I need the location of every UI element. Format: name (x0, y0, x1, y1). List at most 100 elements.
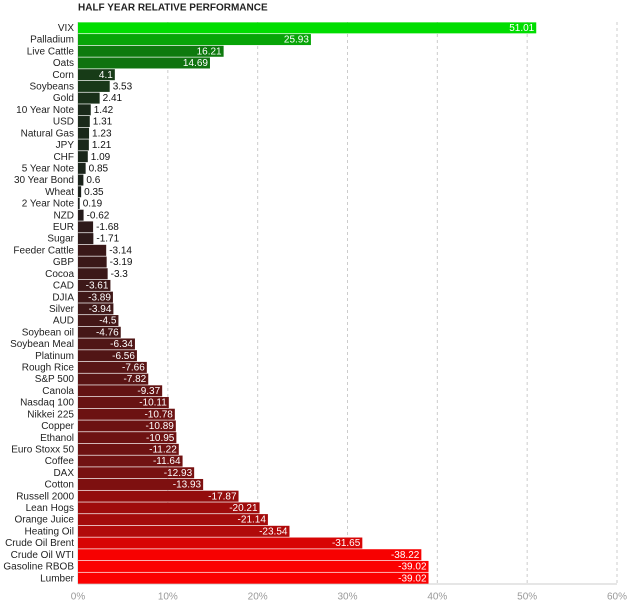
bar (78, 572, 429, 584)
value-label: 16.21 (197, 46, 222, 57)
y-tick-label: Russell 2000 (16, 491, 74, 502)
y-tick-label: Coffee (45, 456, 75, 467)
bar (78, 244, 107, 256)
value-label: -10.95 (146, 433, 175, 444)
bar (78, 80, 110, 92)
value-label: -38.22 (391, 550, 420, 561)
y-tick-label: Ethanol (40, 433, 74, 444)
y-tick-label: Cocoa (45, 269, 74, 280)
value-label: 3.53 (113, 82, 133, 93)
bar (78, 69, 115, 81)
y-tick-label: S&P 500 (35, 374, 75, 385)
bar (78, 57, 210, 69)
bar (78, 478, 204, 490)
value-label: -12.93 (164, 468, 193, 479)
bar (78, 104, 91, 116)
value-label: -10.89 (145, 421, 174, 432)
value-label: 0.6 (86, 175, 100, 186)
value-label: -6.56 (112, 351, 135, 362)
y-tick-label: Platinum (35, 351, 74, 362)
bar (78, 326, 121, 338)
x-tick-label: 10% (158, 592, 178, 603)
value-label: 4.1 (99, 70, 113, 81)
y-tick-label: 5 Year Note (22, 163, 75, 174)
y-tick-label: GBP (53, 257, 74, 268)
y-tick-label: Palladium (30, 35, 74, 46)
value-label: 51.01 (509, 23, 534, 34)
value-label: -1.68 (96, 222, 119, 233)
y-tick-label: 30 Year Bond (14, 175, 74, 186)
value-label: -11.64 (153, 456, 181, 467)
value-label: -7.82 (123, 374, 146, 385)
bar (78, 432, 177, 444)
bar (78, 350, 137, 362)
y-tick-label: Euro Stoxx 50 (11, 444, 74, 455)
value-label: -39.02 (398, 573, 427, 584)
bar (78, 186, 82, 198)
bar (78, 22, 537, 34)
value-label: -9.37 (137, 386, 160, 397)
value-label: 1.21 (92, 140, 112, 151)
bar (78, 127, 90, 139)
value-label: -3.94 (89, 304, 112, 315)
y-tick-label: Gold (53, 93, 74, 104)
x-tick-label: 20% (248, 592, 268, 603)
value-label: -23.54 (259, 526, 288, 537)
x-tick-label: 40% (427, 592, 447, 603)
bar (78, 45, 224, 57)
y-tick-label: CHF (53, 152, 74, 163)
bar (78, 455, 183, 467)
y-tick-label: Silver (49, 304, 75, 315)
y-tick-label: Rough Rice (22, 363, 75, 374)
bar (78, 221, 94, 233)
y-tick-label: NZD (53, 210, 74, 221)
bar (78, 256, 107, 268)
bar (78, 291, 113, 303)
bar (78, 197, 80, 209)
value-label: -3.3 (111, 269, 129, 280)
y-tick-label: Crude Oil Brent (5, 538, 74, 549)
value-label: -4.5 (99, 316, 117, 327)
bar (78, 315, 119, 327)
y-tick-label: Cotton (45, 480, 74, 491)
x-tick-label: 30% (337, 592, 357, 603)
y-tick-label: JPY (56, 140, 75, 151)
bar (78, 116, 90, 128)
y-tick-label: Nikkei 225 (27, 409, 74, 420)
y-tick-label: DJIA (52, 292, 74, 303)
y-tick-label: Copper (41, 421, 74, 432)
y-tick-label: AUD (53, 316, 74, 327)
value-label: -17.87 (208, 491, 237, 502)
bar (78, 139, 89, 151)
value-label: 1.31 (93, 117, 113, 128)
value-label: 2.41 (103, 93, 123, 104)
value-label: 1.42 (94, 105, 114, 116)
bar (78, 373, 149, 385)
y-tick-label: USD (53, 117, 74, 128)
bar (78, 443, 179, 455)
value-label: -6.34 (110, 339, 133, 350)
value-label: -0.62 (87, 210, 110, 221)
y-tick-label: VIX (58, 23, 74, 34)
value-label: -3.61 (86, 281, 109, 292)
y-tick-label: 10 Year Note (16, 105, 74, 116)
bar (78, 385, 163, 397)
y-tick-label: Feeder Cattle (13, 245, 74, 256)
y-tick-label: Crude Oil WTI (11, 550, 74, 561)
value-label: -13.93 (173, 480, 202, 491)
y-tick-label: 2 Year Note (22, 199, 75, 210)
value-label: 14.69 (183, 58, 208, 69)
y-tick-label: Nasdaq 100 (20, 398, 74, 409)
y-tick-label: Live Cattle (27, 46, 75, 57)
chart-title: HALF YEAR RELATIVE PERFORMANCE (78, 3, 268, 14)
y-tick-label: Lumber (40, 573, 75, 584)
bar (78, 209, 84, 221)
value-label: 0.35 (84, 187, 104, 198)
x-tick-label: 50% (517, 592, 537, 603)
bar (78, 34, 311, 46)
y-tick-label: Soybean Meal (10, 339, 74, 350)
y-tick-label: Natural Gas (21, 128, 74, 139)
value-label: -20.21 (229, 503, 258, 514)
bar (78, 537, 363, 549)
